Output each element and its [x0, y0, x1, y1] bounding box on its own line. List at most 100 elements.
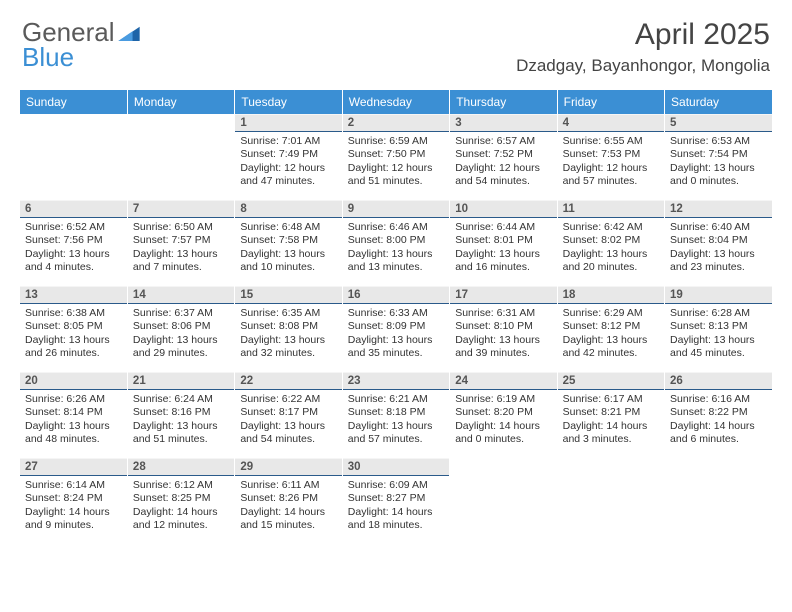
month-title: April 2025 [516, 18, 770, 52]
day-details: Sunrise: 6:55 AMSunset: 7:53 PMDaylight:… [558, 132, 664, 193]
calendar-day-cell: 7Sunrise: 6:50 AMSunset: 7:57 PMDaylight… [127, 200, 234, 286]
calendar-week-row: 6Sunrise: 6:52 AMSunset: 7:56 PMDaylight… [20, 200, 772, 286]
day-details: Sunrise: 6:14 AMSunset: 8:24 PMDaylight:… [20, 476, 127, 537]
day-details: Sunrise: 6:35 AMSunset: 8:08 PMDaylight:… [235, 304, 341, 365]
sunset-text: Sunset: 7:53 PM [563, 148, 659, 161]
calendar-day-cell: 14Sunrise: 6:37 AMSunset: 8:06 PMDayligh… [127, 286, 234, 372]
day-details: Sunrise: 6:38 AMSunset: 8:05 PMDaylight:… [20, 304, 127, 365]
logo-text-part2: Blue [22, 42, 74, 72]
sunset-text: Sunset: 8:22 PM [670, 406, 767, 419]
calendar-day-cell: 6Sunrise: 6:52 AMSunset: 7:56 PMDaylight… [20, 200, 127, 286]
daylight-text: Daylight: 13 hours and 39 minutes. [455, 334, 551, 361]
daylight-text: Daylight: 13 hours and 45 minutes. [670, 334, 767, 361]
day-details: Sunrise: 6:24 AMSunset: 8:16 PMDaylight:… [128, 390, 234, 451]
sunset-text: Sunset: 8:12 PM [563, 320, 659, 333]
day-details: Sunrise: 6:46 AMSunset: 8:00 PMDaylight:… [343, 218, 449, 279]
sunrise-text: Sunrise: 6:22 AM [240, 393, 336, 406]
day-number: 25 [558, 372, 664, 390]
sunrise-text: Sunrise: 6:52 AM [25, 221, 122, 234]
day-number: 24 [450, 372, 556, 390]
sunset-text: Sunset: 8:10 PM [455, 320, 551, 333]
sunrise-text: Sunrise: 6:26 AM [25, 393, 122, 406]
sunrise-text: Sunrise: 6:12 AM [133, 479, 229, 492]
logo-triangle-icon [118, 20, 140, 45]
sunrise-text: Sunrise: 6:33 AM [348, 307, 444, 320]
day-details: Sunrise: 6:57 AMSunset: 7:52 PMDaylight:… [450, 132, 556, 193]
sunrise-text: Sunrise: 6:24 AM [133, 393, 229, 406]
sunrise-text: Sunrise: 6:44 AM [455, 221, 551, 234]
sunrise-text: Sunrise: 6:09 AM [348, 479, 444, 492]
sunset-text: Sunset: 7:56 PM [25, 234, 122, 247]
day-number: 5 [665, 114, 772, 132]
day-details: Sunrise: 6:40 AMSunset: 8:04 PMDaylight:… [665, 218, 772, 279]
daylight-text: Daylight: 14 hours and 9 minutes. [25, 506, 122, 533]
calendar-week-row: 27Sunrise: 6:14 AMSunset: 8:24 PMDayligh… [20, 458, 772, 544]
daylight-text: Daylight: 13 hours and 23 minutes. [670, 248, 767, 275]
calendar-day-cell: 16Sunrise: 6:33 AMSunset: 8:09 PMDayligh… [342, 286, 449, 372]
sunrise-text: Sunrise: 6:42 AM [563, 221, 659, 234]
sunset-text: Sunset: 8:18 PM [348, 406, 444, 419]
day-details: Sunrise: 6:37 AMSunset: 8:06 PMDaylight:… [128, 304, 234, 365]
sunrise-text: Sunrise: 6:14 AM [25, 479, 122, 492]
day-number: 19 [665, 286, 772, 304]
day-number: 28 [128, 458, 234, 476]
daylight-text: Daylight: 13 hours and 4 minutes. [25, 248, 122, 275]
calendar-day-cell: 27Sunrise: 6:14 AMSunset: 8:24 PMDayligh… [20, 458, 127, 544]
sunset-text: Sunset: 8:09 PM [348, 320, 444, 333]
daylight-text: Daylight: 13 hours and 57 minutes. [348, 420, 444, 447]
day-details: Sunrise: 6:19 AMSunset: 8:20 PMDaylight:… [450, 390, 556, 451]
daylight-text: Daylight: 14 hours and 18 minutes. [348, 506, 444, 533]
daylight-text: Daylight: 13 hours and 51 minutes. [133, 420, 229, 447]
daylight-text: Daylight: 13 hours and 0 minutes. [670, 162, 767, 189]
daylight-text: Daylight: 13 hours and 10 minutes. [240, 248, 336, 275]
calendar-week-row: 13Sunrise: 6:38 AMSunset: 8:05 PMDayligh… [20, 286, 772, 372]
daylight-text: Daylight: 14 hours and 6 minutes. [670, 420, 767, 447]
day-number: 2 [343, 114, 449, 132]
sunrise-text: Sunrise: 6:37 AM [133, 307, 229, 320]
sunrise-text: Sunrise: 6:55 AM [563, 135, 659, 148]
day-details: Sunrise: 6:09 AMSunset: 8:27 PMDaylight:… [343, 476, 449, 537]
weekday-header: Sunday [20, 90, 127, 114]
day-number: 17 [450, 286, 556, 304]
day-details: Sunrise: 6:16 AMSunset: 8:22 PMDaylight:… [665, 390, 772, 451]
sunset-text: Sunset: 8:13 PM [670, 320, 767, 333]
sunrise-text: Sunrise: 6:31 AM [455, 307, 551, 320]
sunrise-text: Sunrise: 6:59 AM [348, 135, 444, 148]
day-details: Sunrise: 6:33 AMSunset: 8:09 PMDaylight:… [343, 304, 449, 365]
daylight-text: Daylight: 13 hours and 16 minutes. [455, 248, 551, 275]
daylight-text: Daylight: 14 hours and 12 minutes. [133, 506, 229, 533]
calendar-day-cell: 3Sunrise: 6:57 AMSunset: 7:52 PMDaylight… [450, 114, 557, 200]
daylight-text: Daylight: 12 hours and 47 minutes. [240, 162, 336, 189]
sunset-text: Sunset: 7:50 PM [348, 148, 444, 161]
daylight-text: Daylight: 13 hours and 26 minutes. [25, 334, 122, 361]
weekday-header: Wednesday [342, 90, 449, 114]
calendar-day-cell [127, 114, 234, 200]
sunset-text: Sunset: 8:05 PM [25, 320, 122, 333]
day-number: 22 [235, 372, 341, 390]
day-number: 7 [128, 200, 234, 218]
sunrise-text: Sunrise: 6:40 AM [670, 221, 767, 234]
day-details: Sunrise: 6:17 AMSunset: 8:21 PMDaylight:… [558, 390, 664, 451]
sunrise-text: Sunrise: 6:19 AM [455, 393, 551, 406]
sunrise-text: Sunrise: 6:38 AM [25, 307, 122, 320]
sunset-text: Sunset: 7:58 PM [240, 234, 336, 247]
day-number: 14 [128, 286, 234, 304]
calendar-day-cell: 9Sunrise: 6:46 AMSunset: 8:00 PMDaylight… [342, 200, 449, 286]
location-text: Dzadgay, Bayanhongor, Mongolia [516, 56, 770, 76]
sunset-text: Sunset: 8:02 PM [563, 234, 659, 247]
calendar-table: Sunday Monday Tuesday Wednesday Thursday… [20, 90, 772, 544]
day-number: 12 [665, 200, 772, 218]
day-details: Sunrise: 6:29 AMSunset: 8:12 PMDaylight:… [558, 304, 664, 365]
sunset-text: Sunset: 8:04 PM [670, 234, 767, 247]
calendar-day-cell: 21Sunrise: 6:24 AMSunset: 8:16 PMDayligh… [127, 372, 234, 458]
daylight-text: Daylight: 14 hours and 0 minutes. [455, 420, 551, 447]
calendar-day-cell: 15Sunrise: 6:35 AMSunset: 8:08 PMDayligh… [235, 286, 342, 372]
day-details: Sunrise: 6:59 AMSunset: 7:50 PMDaylight:… [343, 132, 449, 193]
daylight-text: Daylight: 13 hours and 7 minutes. [133, 248, 229, 275]
day-number: 21 [128, 372, 234, 390]
sunrise-text: Sunrise: 6:46 AM [348, 221, 444, 234]
sunrise-text: Sunrise: 6:57 AM [455, 135, 551, 148]
day-number: 8 [235, 200, 341, 218]
sunset-text: Sunset: 8:16 PM [133, 406, 229, 419]
calendar-day-cell: 24Sunrise: 6:19 AMSunset: 8:20 PMDayligh… [450, 372, 557, 458]
